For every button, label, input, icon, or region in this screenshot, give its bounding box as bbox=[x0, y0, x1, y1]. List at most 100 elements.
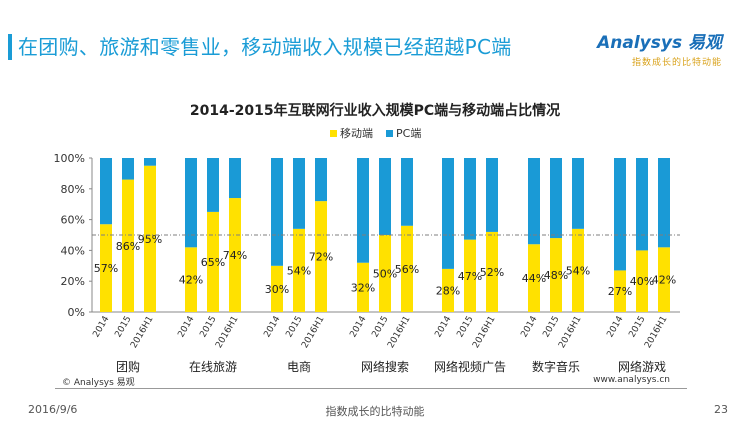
x-group-label: 网络搜索 bbox=[361, 359, 409, 374]
bar-pc bbox=[636, 158, 648, 251]
y-tick-label: 40% bbox=[61, 244, 85, 257]
bar-mobile bbox=[442, 268, 454, 312]
x-period-label: 2014 bbox=[605, 314, 625, 339]
bar-mobile bbox=[315, 201, 327, 312]
bar-mobile bbox=[100, 224, 112, 312]
bar-mobile bbox=[464, 239, 476, 312]
x-period-label: 2015 bbox=[284, 315, 304, 340]
data-label: 72% bbox=[309, 251, 333, 264]
x-period-label: 2015 bbox=[113, 315, 133, 340]
x-period-label: 2014 bbox=[519, 314, 539, 339]
bar-pc bbox=[185, 158, 197, 248]
x-group-label: 电商 bbox=[287, 359, 311, 374]
data-label: 65% bbox=[201, 256, 225, 269]
bar-pc bbox=[658, 158, 670, 248]
page-slogan: 指数成长的比特动能 bbox=[325, 405, 425, 418]
x-group-label: 数字音乐 bbox=[532, 359, 580, 374]
page-date: 2016/9/6 bbox=[28, 403, 78, 416]
bar-pc bbox=[442, 158, 454, 269]
legend-label: PC端 bbox=[396, 127, 421, 140]
bar-pc bbox=[122, 158, 134, 180]
analysys-logo: Analysys 易观 指数成长的比特动能 bbox=[597, 28, 722, 68]
bar-pc bbox=[572, 158, 584, 229]
bar-pc bbox=[528, 158, 540, 245]
bar-mobile bbox=[293, 228, 305, 312]
bar-mobile bbox=[528, 244, 540, 312]
copyright-text: © Analysys 易观 bbox=[62, 378, 135, 388]
data-label: 57% bbox=[94, 262, 118, 275]
bar-mobile bbox=[185, 247, 197, 312]
y-tick-label: 100% bbox=[54, 152, 85, 165]
data-label: 28% bbox=[436, 284, 460, 297]
data-label: 52% bbox=[480, 266, 504, 279]
bar-pc bbox=[229, 158, 241, 199]
bar-pc bbox=[144, 158, 156, 166]
legend-label: 移动端 bbox=[340, 127, 373, 140]
slide-title: 在团购、旅游和零售业，移动端收入规模已经超越PC端 bbox=[18, 35, 512, 59]
data-label: 56% bbox=[395, 263, 419, 276]
x-period-label: 2014 bbox=[433, 314, 453, 339]
x-period-label: 2015 bbox=[370, 315, 390, 340]
data-label: 86% bbox=[116, 240, 140, 253]
website-text: www.analysys.cn bbox=[593, 375, 670, 385]
bar-mobile bbox=[271, 265, 283, 312]
bar-pc bbox=[614, 158, 626, 271]
bar-mobile bbox=[122, 179, 134, 312]
bar-pc bbox=[379, 158, 391, 235]
x-period-label: 2015 bbox=[541, 315, 561, 340]
bar-pc bbox=[486, 158, 498, 232]
logo-brand: Analysys 易观 bbox=[597, 33, 722, 53]
x-period-label: 2015 bbox=[455, 315, 475, 340]
bar-mobile bbox=[658, 247, 670, 312]
x-group-label: 团购 bbox=[116, 359, 140, 374]
bar-mobile bbox=[614, 270, 626, 312]
data-label: 48% bbox=[544, 269, 568, 282]
title-accent-bar bbox=[8, 34, 12, 60]
bar-mobile bbox=[486, 231, 498, 312]
y-tick-label: 80% bbox=[61, 183, 85, 196]
data-label: 54% bbox=[566, 264, 590, 277]
x-group-label: 网络视频广告 bbox=[434, 359, 506, 374]
bar-mobile bbox=[207, 211, 219, 312]
data-label: 32% bbox=[351, 281, 375, 294]
bar-mobile bbox=[636, 250, 648, 312]
y-tick-label: 60% bbox=[61, 214, 85, 227]
x-group-label: 在线旅游 bbox=[189, 360, 237, 374]
logo-slogan: 指数成长的比特动能 bbox=[631, 58, 722, 68]
bar-pc bbox=[293, 158, 305, 229]
bar-mobile bbox=[550, 238, 562, 312]
data-label: 47% bbox=[458, 270, 482, 283]
bar-mobile bbox=[379, 235, 391, 312]
bar-pc bbox=[207, 158, 219, 212]
legend-swatch-pc bbox=[386, 130, 393, 137]
data-label: 42% bbox=[179, 274, 203, 287]
bar-mobile bbox=[401, 225, 413, 312]
x-period-label: 2014 bbox=[262, 314, 282, 339]
bar-pc bbox=[315, 158, 327, 202]
chart-title: 2014-2015年互联网行业收入规模PC端与移动端占比情况 bbox=[189, 103, 561, 119]
data-label: 42% bbox=[652, 274, 676, 287]
bar-pc bbox=[271, 158, 283, 266]
x-period-label: 2015 bbox=[198, 315, 218, 340]
data-label: 74% bbox=[223, 249, 247, 262]
bar-pc bbox=[401, 158, 413, 226]
legend-swatch-mobile bbox=[330, 130, 337, 137]
data-label: 44% bbox=[522, 272, 546, 285]
footer-divider bbox=[55, 388, 687, 389]
x-period-label: 2015 bbox=[627, 315, 647, 340]
bar-mobile bbox=[572, 228, 584, 312]
data-label: 54% bbox=[287, 264, 311, 277]
data-label: 30% bbox=[265, 283, 289, 296]
y-tick-label: 20% bbox=[61, 275, 85, 288]
y-tick-label: 0% bbox=[68, 306, 85, 319]
page-number: 23 bbox=[714, 403, 728, 416]
x-period-label: 2014 bbox=[348, 314, 368, 339]
bar-pc bbox=[357, 158, 369, 263]
data-label: 95% bbox=[138, 233, 162, 246]
bar-mobile bbox=[144, 165, 156, 312]
x-period-label: 2014 bbox=[176, 314, 196, 339]
data-label: 50% bbox=[373, 268, 397, 281]
data-label: 40% bbox=[630, 275, 654, 288]
bar-mobile bbox=[357, 262, 369, 312]
